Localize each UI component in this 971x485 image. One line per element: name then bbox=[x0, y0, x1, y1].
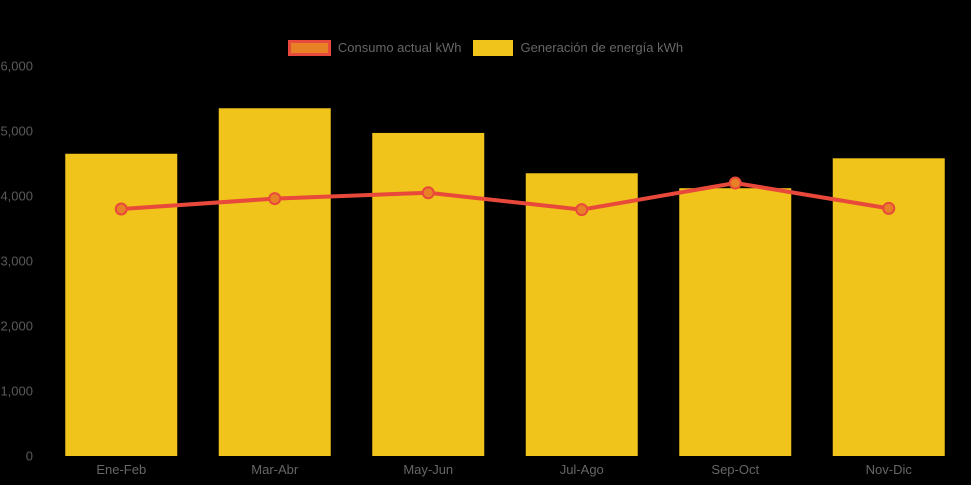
y-tick-label-6000: 6,000 bbox=[0, 59, 33, 74]
legend-label-generacion: Generación de energía kWh bbox=[520, 40, 684, 55]
legend-label-consumo: Consumo actual kWh bbox=[337, 40, 462, 55]
y-tick-label-2000: 2,000 bbox=[0, 319, 33, 334]
bar-mar-abr[interactable] bbox=[218, 108, 331, 456]
line-marker-sep-oct[interactable] bbox=[728, 176, 742, 190]
consumo-line-swatch-icon bbox=[287, 39, 331, 56]
legend-item-generacion[interactable]: Generación de energía kWh bbox=[473, 39, 683, 56]
x-axis-label-may-jun: May-Jun bbox=[403, 462, 453, 477]
line-marker-may-jun[interactable] bbox=[421, 186, 435, 200]
legend-item-consumo[interactable]: Consumo actual kWh bbox=[287, 39, 462, 56]
x-axis-label-mar-abr: Mar-Abr bbox=[251, 462, 299, 477]
line-marker-jul-ago[interactable] bbox=[575, 203, 589, 217]
x-axis-label-jul-ago: Jul-Ago bbox=[560, 462, 604, 477]
bar-ene-feb[interactable] bbox=[65, 153, 178, 456]
bar-jul-ago[interactable] bbox=[525, 173, 638, 456]
x-axis-label-sep-oct: Sep-Oct bbox=[711, 462, 759, 477]
bar-sep-oct[interactable] bbox=[679, 188, 792, 456]
y-tick-label-1000: 1,000 bbox=[0, 384, 33, 399]
x-axis-label-ene-feb: Ene-Feb bbox=[96, 462, 146, 477]
consumption-line bbox=[119, 181, 891, 212]
x-axis-label-nov-dic: Nov-Dic bbox=[866, 462, 913, 477]
line-marker-nov-dic[interactable] bbox=[882, 201, 896, 215]
bar-may-jun[interactable] bbox=[372, 132, 485, 456]
y-tick-label-4000: 4,000 bbox=[0, 189, 33, 204]
y-tick-label-0: 0 bbox=[26, 449, 33, 464]
line-marker-mar-abr[interactable] bbox=[268, 192, 282, 206]
y-tick-label-3000: 3,000 bbox=[0, 254, 33, 269]
line-marker-ene-feb[interactable] bbox=[114, 202, 128, 216]
y-tick-label-5000: 5,000 bbox=[0, 124, 33, 139]
generacion-bar-swatch-icon bbox=[473, 39, 514, 56]
chart-legend: Consumo actual kWh Generación de energía… bbox=[0, 39, 971, 56]
